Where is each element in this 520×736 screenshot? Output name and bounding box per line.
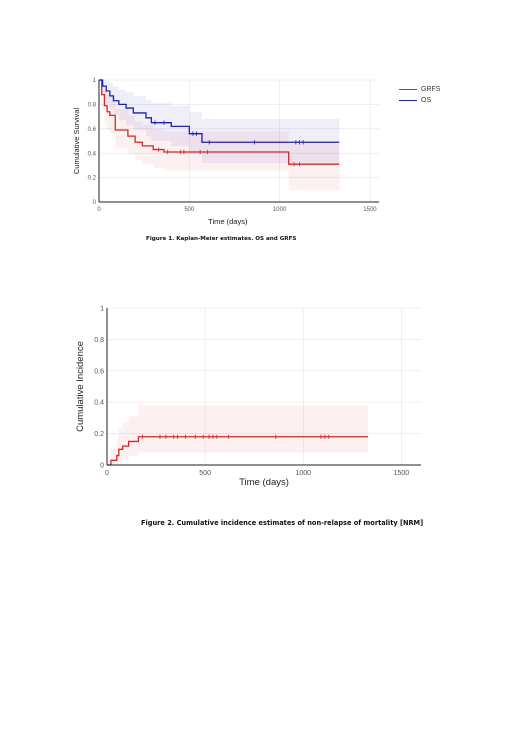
- ci-band-series-0: [107, 405, 369, 465]
- x-tick-label: 0: [105, 470, 109, 477]
- x-tick-label: 1500: [363, 207, 377, 213]
- y-tick-label: 0.8: [94, 337, 104, 344]
- series-line-grfs: [99, 79, 340, 165]
- legend-item-os: OS: [399, 97, 431, 104]
- x-axis-label: Time (days): [239, 477, 289, 488]
- legend-label-grfs: GRFS: [421, 86, 441, 93]
- legend-swatch-os: [399, 100, 417, 101]
- y-tick-label: 0.2: [88, 176, 97, 182]
- y-axis-label: Cumulative Incidence: [75, 341, 86, 432]
- y-tick-label: 0.2: [94, 431, 104, 438]
- chart-1-kaplan-meier: 0 500 1000 1500 0 0.2 0.4 0.6 0.8 1 Time (days) Cum…: [72, 78, 379, 226]
- figure-1-caption: Figure 1. Kaplan-Meier estimates. OS and…: [146, 236, 297, 242]
- x-tick-label: 500: [184, 207, 195, 213]
- legend-swatch-grfs: [399, 89, 417, 90]
- y-tick-label: 0.8: [88, 103, 97, 109]
- y-tick-label: 0.6: [88, 127, 97, 133]
- y-tick-label: 1: [100, 305, 104, 312]
- x-tick-label: 1500: [394, 470, 410, 477]
- x-tick-label: 500: [199, 470, 211, 477]
- x-tick-label: 1000: [295, 470, 311, 477]
- legend-label-os: OS: [421, 97, 432, 104]
- chart-2-cumulative-incidence: 0 500 1000 1500 0 0.2 0.4 0.6 0.8 1 Time (days) Cum…: [75, 305, 421, 488]
- y-tick-label: 0.4: [94, 400, 104, 407]
- y-tick-label: 0: [93, 200, 97, 206]
- y-axis-label: Cumulative Survival: [72, 108, 81, 175]
- legend-item-grfs: GRFS: [399, 86, 440, 93]
- x-axis-label: Time (days): [208, 217, 248, 226]
- x-tick-label: 0: [97, 207, 101, 213]
- series-line-os: [99, 79, 340, 143]
- y-tick-label: 1: [93, 78, 97, 84]
- ci-band-grfs: [99, 80, 340, 190]
- series-line-series-0: [107, 436, 369, 466]
- y-tick-label: 0.4: [88, 151, 97, 157]
- y-tick-label: 0: [100, 462, 104, 469]
- x-tick-label: 1000: [273, 207, 287, 213]
- figure-2-caption: Figure 2. Cumulative incidence estimates…: [141, 519, 424, 527]
- y-tick-label: 0.6: [94, 368, 104, 375]
